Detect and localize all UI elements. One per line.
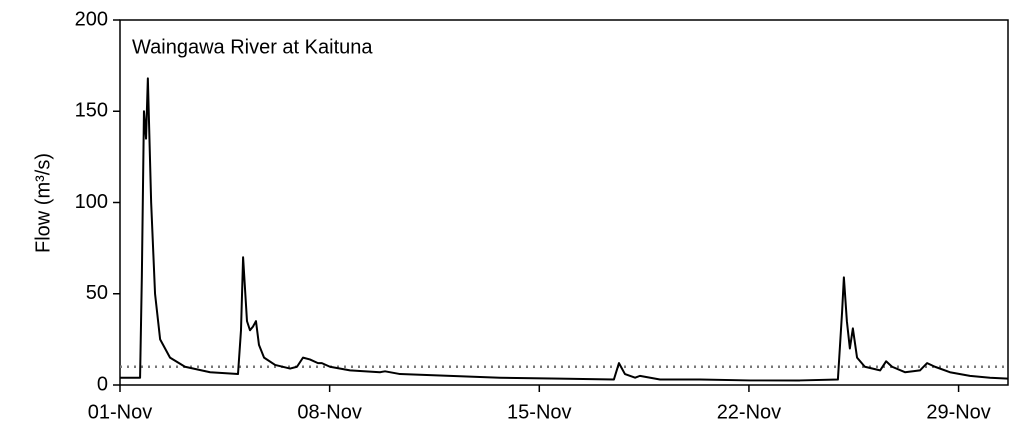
y-axis-label: Flow (m³/s): [32, 153, 54, 253]
y-tick-label: 100: [75, 191, 108, 213]
x-tick-label: 01-Nov: [88, 401, 152, 423]
y-tick-label: 150: [75, 100, 108, 122]
x-tick-label: 08-Nov: [297, 401, 361, 423]
y-tick-label: 200: [75, 8, 108, 30]
plot-frame: [119, 19, 1009, 386]
chart-title: Waingawa River at Kaituna: [132, 36, 373, 58]
x-tick-label: 22-Nov: [717, 401, 781, 423]
y-tick-label: 50: [86, 282, 108, 304]
y-tick-label: 0: [97, 373, 108, 395]
x-tick-label: 29-Nov: [926, 401, 990, 423]
x-tick-label: 15-Nov: [507, 401, 571, 423]
flow-line: [120, 77, 1009, 382]
